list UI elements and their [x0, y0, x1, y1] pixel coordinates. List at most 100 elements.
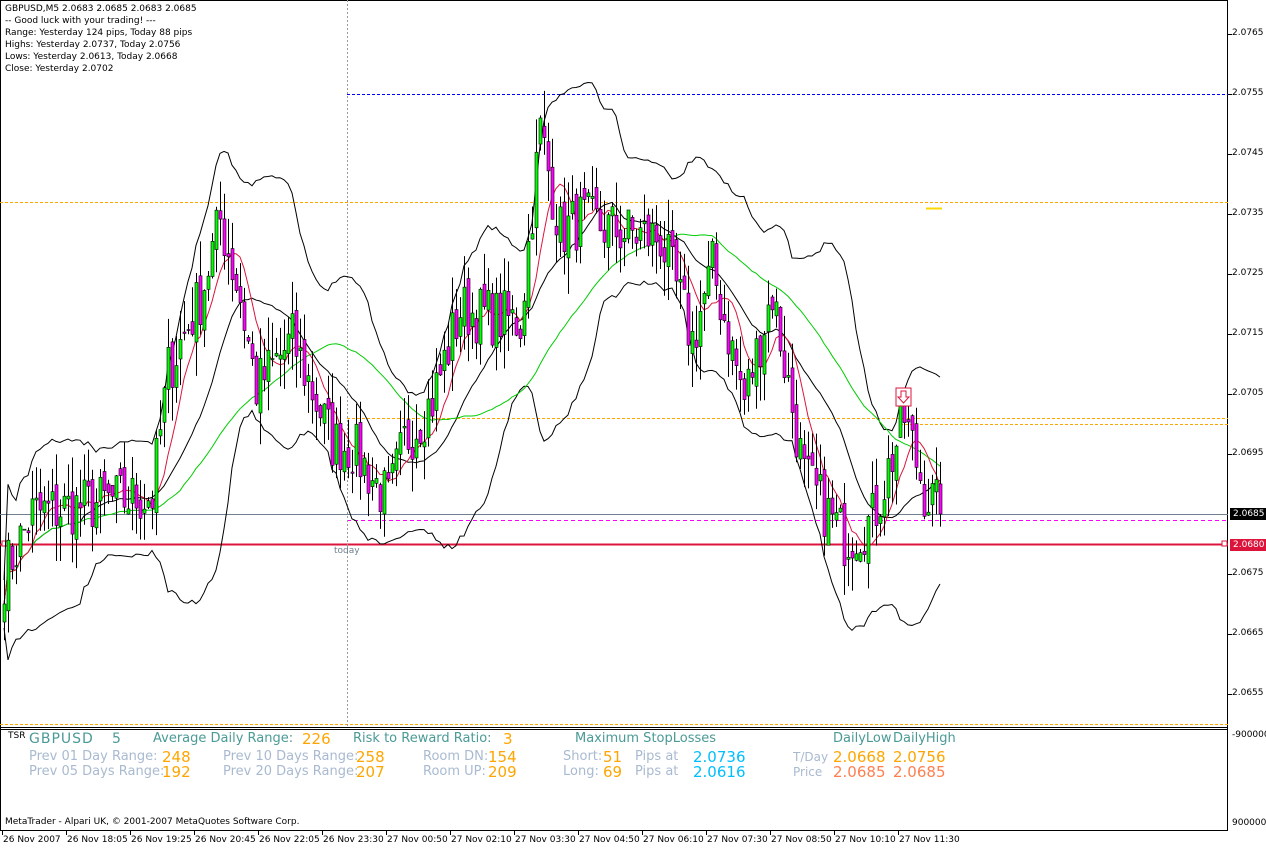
candle-body: [458, 317, 463, 337]
candle-body: [238, 286, 243, 303]
candle-body: [582, 187, 587, 200]
candle-body: [926, 511, 931, 516]
candle-body: [702, 293, 707, 305]
candle-body: [246, 337, 251, 342]
candle-body: [590, 196, 595, 199]
candle-body: [226, 253, 231, 258]
candle-body: [486, 289, 491, 311]
prev01-label: Prev 01 Day Range:: [29, 749, 158, 764]
candle-body: [726, 321, 731, 355]
prev05-label: Prev 05 Days Range:: [29, 764, 165, 779]
candle-body: [658, 235, 663, 257]
candle-body: [534, 151, 539, 229]
candle-body: [754, 338, 759, 387]
candle-body: [274, 352, 279, 357]
candle-body: [722, 314, 727, 321]
candle-body: [94, 502, 99, 529]
candle-body: [110, 484, 115, 497]
indicator-separator[interactable]: [0, 727, 1228, 730]
candle-body: [386, 472, 391, 480]
candle-body: [678, 279, 683, 283]
chart-window: [0, 0, 1228, 831]
candle-body: [350, 471, 355, 474]
candle-body: [778, 306, 783, 352]
room-up-label: Room UP:: [423, 764, 486, 779]
time-tick-label: 27 Nov 07:30: [707, 835, 768, 845]
candle-body: [434, 372, 439, 411]
price-tick: [1228, 274, 1232, 275]
prev10-label: Prev 10 Days Range:: [223, 749, 359, 764]
time-tick-label: 27 Nov 06:10: [643, 835, 704, 845]
candle-body: [26, 530, 31, 534]
candle-body: [938, 483, 943, 515]
room-dn-label: Room DN:: [423, 749, 489, 764]
candle-body: [666, 234, 671, 268]
candle-body: [522, 300, 527, 336]
candle-body: [82, 479, 87, 506]
candle-body: [430, 398, 435, 417]
today-label: today: [334, 546, 360, 556]
time-tick: [898, 831, 899, 835]
candle-body: [446, 346, 451, 365]
time-tick-label: 27 Nov 02:10: [451, 835, 512, 845]
candle-body: [322, 403, 327, 424]
candle-body: [46, 500, 51, 504]
candle-body: [790, 367, 795, 413]
candle-body: [282, 350, 287, 360]
price-chart[interactable]: [0, 0, 1228, 727]
candle-body: [90, 479, 95, 527]
candle-body: [894, 445, 899, 481]
candle-body: [550, 166, 555, 220]
candle-body: [634, 236, 639, 244]
candle-body: [266, 349, 271, 382]
candle-body: [798, 438, 803, 460]
candle-body: [358, 422, 363, 478]
candle-body: [706, 265, 711, 297]
candle-body: [50, 491, 55, 501]
long-value: 69: [603, 763, 623, 781]
daily-high-label: DailyHigh: [893, 731, 956, 746]
candle-body: [622, 238, 627, 243]
candle-body: [98, 476, 103, 502]
price-tick: [1228, 694, 1232, 695]
close-info: Close: Yesterday 2.0702: [5, 64, 114, 74]
candle-body: [374, 478, 379, 484]
price-tick: [1228, 634, 1232, 635]
price-tick-label: 2.0765: [1232, 28, 1264, 38]
candle-body: [866, 515, 871, 564]
time-tick: [194, 831, 195, 835]
candle-body: [806, 455, 811, 460]
candle-body: [146, 500, 151, 508]
candle-body: [758, 335, 763, 368]
price-label: Price: [793, 765, 823, 779]
candle-body: [830, 497, 835, 515]
candle-body: [230, 248, 235, 281]
price-tick: [1228, 94, 1232, 95]
candle-body: [406, 419, 411, 450]
candle-body: [898, 400, 903, 438]
candle-body: [730, 340, 735, 361]
candle-body: [570, 200, 575, 215]
alert-handle-right: [1221, 540, 1228, 547]
candle-body: [670, 230, 675, 247]
candle-body: [774, 301, 779, 317]
candle-body: [842, 502, 847, 567]
candle-body: [178, 339, 183, 360]
candle-body: [558, 206, 563, 243]
adr-label: Average Daily Range:: [153, 731, 294, 746]
candle-body: [298, 347, 303, 351]
rr-value: 3: [503, 730, 513, 748]
candle-body: [586, 192, 591, 197]
candle-body: [122, 467, 127, 508]
time-tick: [450, 831, 451, 835]
candle-body: [74, 495, 79, 540]
candle-body: [398, 432, 403, 455]
candle-body: [818, 474, 823, 482]
candle-body: [250, 343, 255, 359]
price-tick: [1228, 34, 1232, 35]
time-tick-label: 26 Nov 20:45: [195, 835, 256, 845]
tday-low: 2.0668: [833, 748, 886, 766]
candle-body: [258, 357, 263, 414]
alert-price-label: 2.0680: [1230, 539, 1266, 551]
candle-body: [922, 484, 927, 517]
